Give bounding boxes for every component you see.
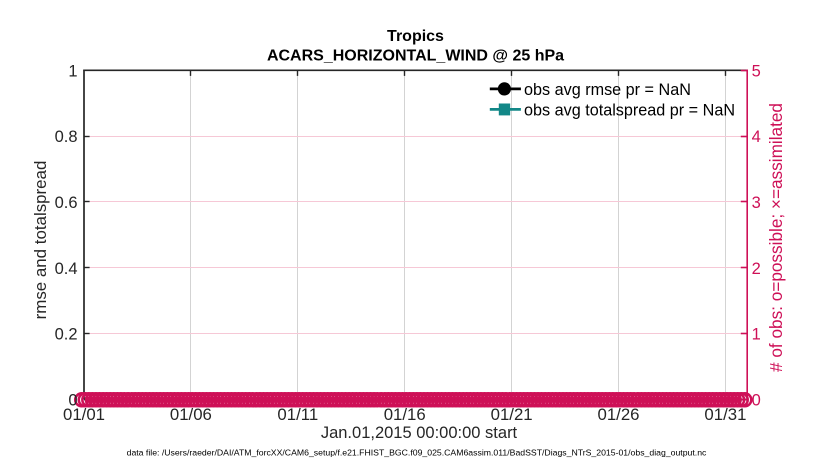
svg-text:Tropics: Tropics [387,28,444,45]
svg-text:0: 0 [68,392,77,410]
svg-text:0.2: 0.2 [55,326,78,344]
svg-text:01/31: 01/31 [704,405,746,424]
svg-text:0: 0 [752,392,761,410]
svg-text:rmse and totalspread: rmse and totalspread [31,161,50,320]
svg-text:obs avg totalspread pr = NaN: obs avg totalspread pr = NaN [524,101,735,119]
svg-text:4: 4 [752,128,761,146]
svg-text:data file: /Users/raeder/DAI/A: data file: /Users/raeder/DAI/ATM_forcXX/… [127,448,707,458]
svg-text:01/11: 01/11 [277,405,318,424]
svg-text:0.8: 0.8 [55,128,78,146]
svg-text:2: 2 [752,260,761,278]
svg-text:01/26: 01/26 [598,405,640,424]
svg-text:obs avg rmse pr = NaN: obs avg rmse pr = NaN [524,81,691,99]
svg-text:# of obs: o=possible; ×=assimi: # of obs: o=possible; ×=assimilated [766,103,786,372]
svg-text:1: 1 [68,62,77,80]
svg-text:3: 3 [752,194,761,212]
svg-text:01/16: 01/16 [384,405,426,424]
svg-text:Jan.01,2015 00:00:00 start: Jan.01,2015 00:00:00 start [321,424,518,442]
svg-text:0.4: 0.4 [55,260,78,278]
svg-text:5: 5 [752,62,761,80]
svg-text:ACARS_HORIZONTAL_WIND @ 25 hPa: ACARS_HORIZONTAL_WIND @ 25 hPa [267,48,564,65]
svg-text:01/01: 01/01 [63,405,105,424]
svg-text:01/21: 01/21 [491,405,533,424]
svg-text:0.6: 0.6 [55,194,78,212]
svg-text:01/06: 01/06 [170,405,212,424]
svg-text:1: 1 [752,326,761,344]
